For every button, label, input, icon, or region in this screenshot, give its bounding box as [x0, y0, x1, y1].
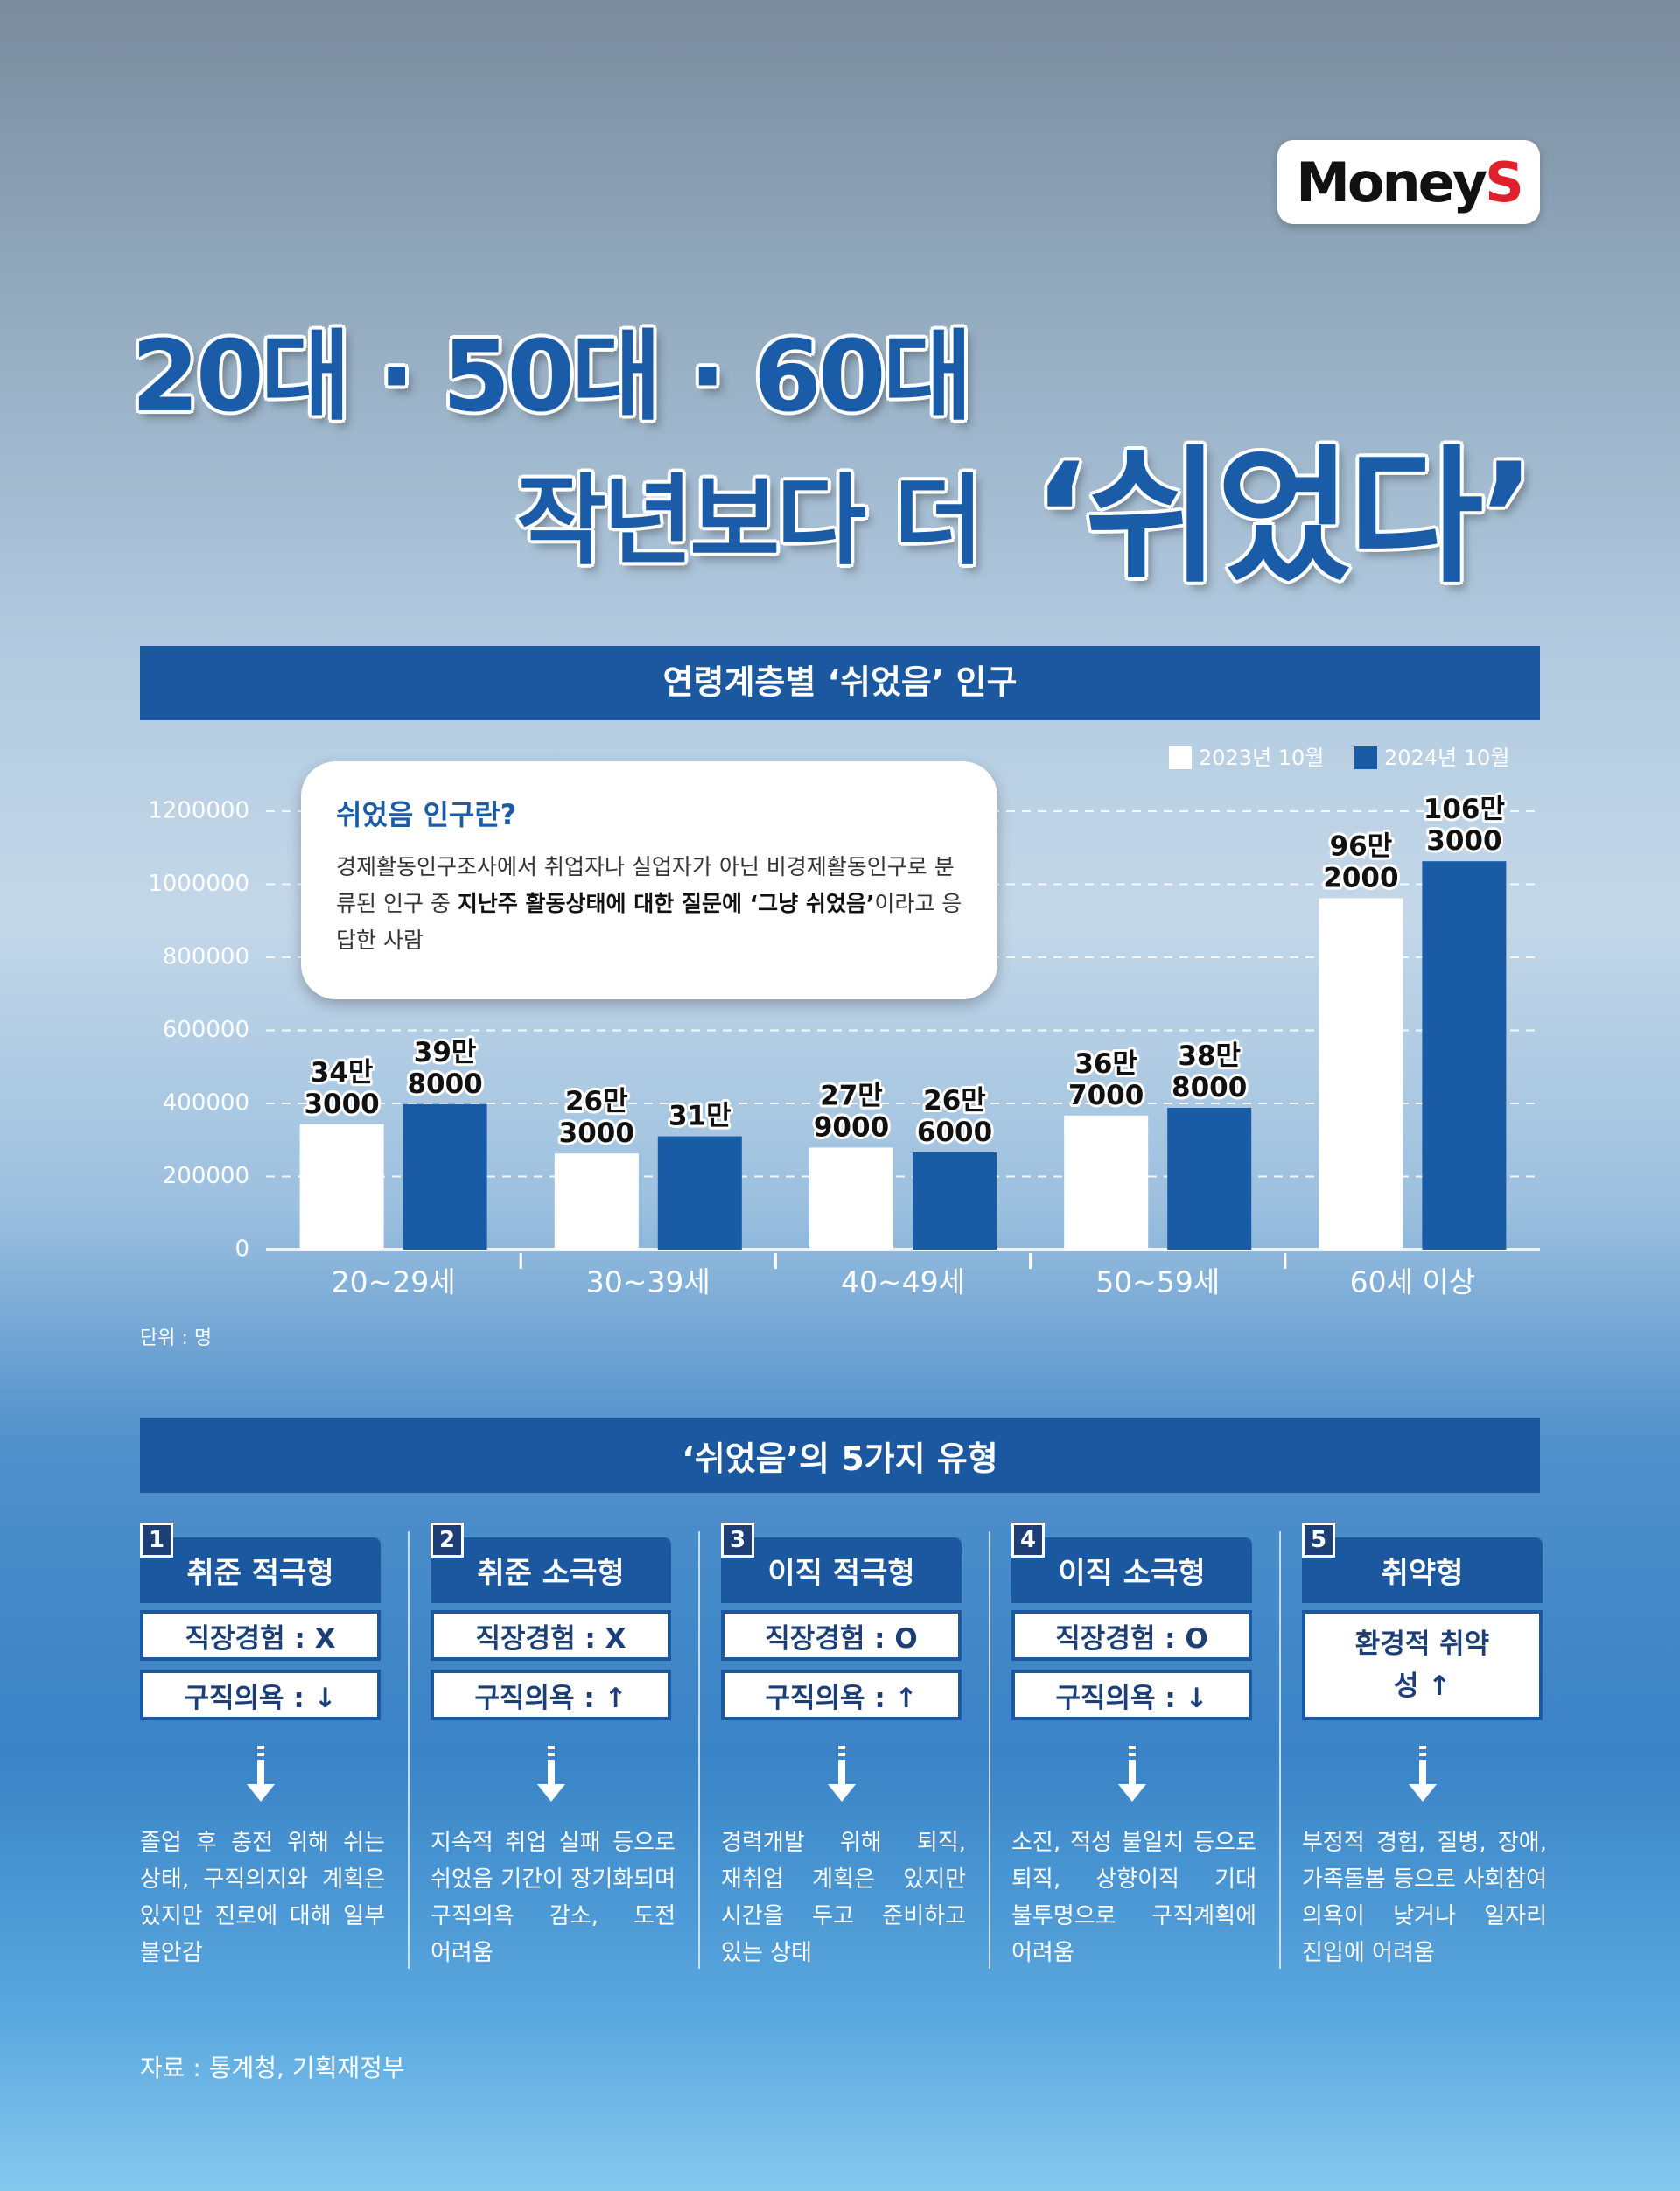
- bar: [299, 1124, 384, 1250]
- y-tick-label: 800000: [163, 944, 249, 970]
- type-description: 경력개발 위해 퇴직, 재취업 계획은 있지만 시간을 두고 준비하고 있는 상…: [721, 1830, 966, 1966]
- x-tick-label: 60세 이상: [1350, 1265, 1476, 1299]
- note-title: 쉬었음 인구란?: [336, 798, 517, 831]
- type-row: 직장경험 : O: [721, 1610, 962, 1661]
- bar: [554, 1153, 639, 1250]
- arrow: [1405, 1746, 1440, 1810]
- logo-word: Money: [1296, 150, 1488, 214]
- y-tick-label: 1200000: [148, 798, 249, 824]
- type-row: 직장경험 : X: [140, 1610, 381, 1661]
- divider: [1279, 1531, 1281, 1969]
- y-tick-label: 200000: [163, 1163, 249, 1189]
- bar: [657, 1136, 742, 1250]
- types-title: ‘쉬었음’의 5가지 유형: [140, 1418, 1540, 1493]
- type-name: 취준 적극형: [140, 1537, 381, 1603]
- type-description: 졸업 후 충전 위해 쉬는 상태, 구직의지와 계획은 있지만 진로에 대해 일…: [140, 1830, 385, 1966]
- type-number: 2: [430, 1522, 464, 1558]
- type-description: 소진, 적성 불일치 등으로 퇴직, 상향이직 기대 불투명으로 구직계획에 어…: [1012, 1830, 1256, 1966]
- value-label: 26만 3000: [559, 1086, 634, 1149]
- source: 자료 : 통계청, 기획재정부: [140, 2054, 405, 2082]
- arrow-icon: [1118, 1746, 1146, 1802]
- type-number: 5: [1302, 1522, 1335, 1558]
- value-label: 106만 3000: [1424, 794, 1505, 857]
- legend-label: 2023년 10월: [1199, 746, 1324, 770]
- type-number: 1: [140, 1522, 173, 1558]
- bar: [1422, 861, 1507, 1250]
- logo: Money S: [1278, 140, 1540, 224]
- headline-line1: 20대 · 50대 · 60대: [131, 320, 973, 434]
- type-number: 3: [721, 1522, 754, 1558]
- type-description: 지속적 취업 실패 등으로 쉬었음 기간이 장기화되며 구직의욕 감소, 도전 …: [430, 1830, 676, 1966]
- bar: [1064, 1115, 1149, 1250]
- logo-letter: S: [1485, 150, 1524, 214]
- value-label: 38만 8000: [1172, 1040, 1247, 1103]
- bar: [913, 1152, 997, 1250]
- arrow-icon: [537, 1746, 565, 1802]
- value-label: 26만 6000: [917, 1084, 992, 1147]
- x-tick-label: 30~39세: [586, 1265, 710, 1299]
- y-tick-label: 400000: [163, 1090, 249, 1116]
- bar: [1167, 1108, 1252, 1250]
- note-text: 이라고 응답한 사람: [336, 891, 962, 953]
- arrow: [243, 1746, 278, 1810]
- note-text: 경제활동인구조사에서 취업자나 실업자가 아닌 비경제활동인구로 분류된 인구 …: [336, 854, 955, 916]
- y-tick-label: 1000000: [148, 871, 249, 897]
- note-text: 지난주 활동상태에 대한 질문에 ‘그냥 쉬었음’: [457, 891, 875, 916]
- bar: [1319, 898, 1404, 1250]
- type-row: 구직의욕 : ↓: [1012, 1670, 1252, 1720]
- type-number: 4: [1012, 1522, 1045, 1558]
- value-label: 31만: [668, 1100, 732, 1131]
- divider: [408, 1531, 410, 1969]
- type-row: 구직의욕 : ↑: [721, 1670, 962, 1720]
- arrow-icon: [828, 1746, 856, 1802]
- type-row: 구직의욕 : ↑: [430, 1670, 671, 1720]
- type-name: 취약형: [1302, 1537, 1543, 1603]
- legend-swatch: [1169, 746, 1192, 769]
- divider: [989, 1531, 990, 1969]
- type-row: 환경적 취약성 ↑: [1302, 1610, 1543, 1720]
- type-description: 부정적 경험, 질병, 장애, 가족돌봄 등으로 사회참여 의욕이 낮거나 일자…: [1302, 1830, 1547, 1966]
- value-label: 27만 9000: [814, 1080, 889, 1143]
- type-name: 취준 소극형: [430, 1537, 671, 1603]
- note-body: 경제활동인구조사에서 취업자나 실업자가 아닌 비경제활동인구로 분류된 인구 …: [336, 849, 962, 959]
- legend-label: 2024년 10월: [1384, 746, 1509, 770]
- unit-label: 단위 : 명: [140, 1327, 212, 1349]
- bar: [402, 1103, 487, 1250]
- arrow: [534, 1746, 569, 1810]
- chart-title: 연령계층별 ‘쉬었음’ 인구: [663, 663, 1018, 702]
- arrow: [824, 1746, 859, 1810]
- value-label: 96만 2000: [1323, 830, 1398, 893]
- x-tick-label: 20~29세: [332, 1265, 456, 1299]
- arrow-icon: [1409, 1746, 1437, 1802]
- x-tick-label: 50~59세: [1096, 1265, 1220, 1299]
- arrow-icon: [247, 1746, 275, 1802]
- note-box: 쉬었음 인구란? 경제활동인구조사에서 취업자나 실업자가 아닌 비경제활동인구…: [301, 761, 998, 999]
- legend-swatch: [1354, 746, 1377, 769]
- bar: [809, 1147, 893, 1250]
- y-tick-label: 0: [234, 1236, 249, 1263]
- headline-emphasis: ‘쉬었다’: [1032, 431, 1536, 603]
- type-row: 직장경험 : O: [1012, 1610, 1252, 1661]
- chart-title-bar: [140, 646, 1540, 720]
- divider: [698, 1531, 700, 1969]
- value-label: 36만 7000: [1068, 1047, 1144, 1110]
- type-name: 이직 소극형: [1012, 1537, 1252, 1603]
- type-name: 이직 적극형: [721, 1537, 962, 1603]
- type-row: 직장경험 : X: [430, 1610, 671, 1661]
- arrow: [1115, 1746, 1150, 1810]
- type-row: 구직의욕 : ↓: [140, 1670, 381, 1720]
- x-tick-label: 40~49세: [841, 1265, 965, 1299]
- y-tick-label: 600000: [163, 1017, 249, 1043]
- value-label: 39만 8000: [407, 1036, 482, 1099]
- value-label: 34만 3000: [304, 1056, 379, 1119]
- headline-line2: 작년보다 더: [516, 465, 984, 578]
